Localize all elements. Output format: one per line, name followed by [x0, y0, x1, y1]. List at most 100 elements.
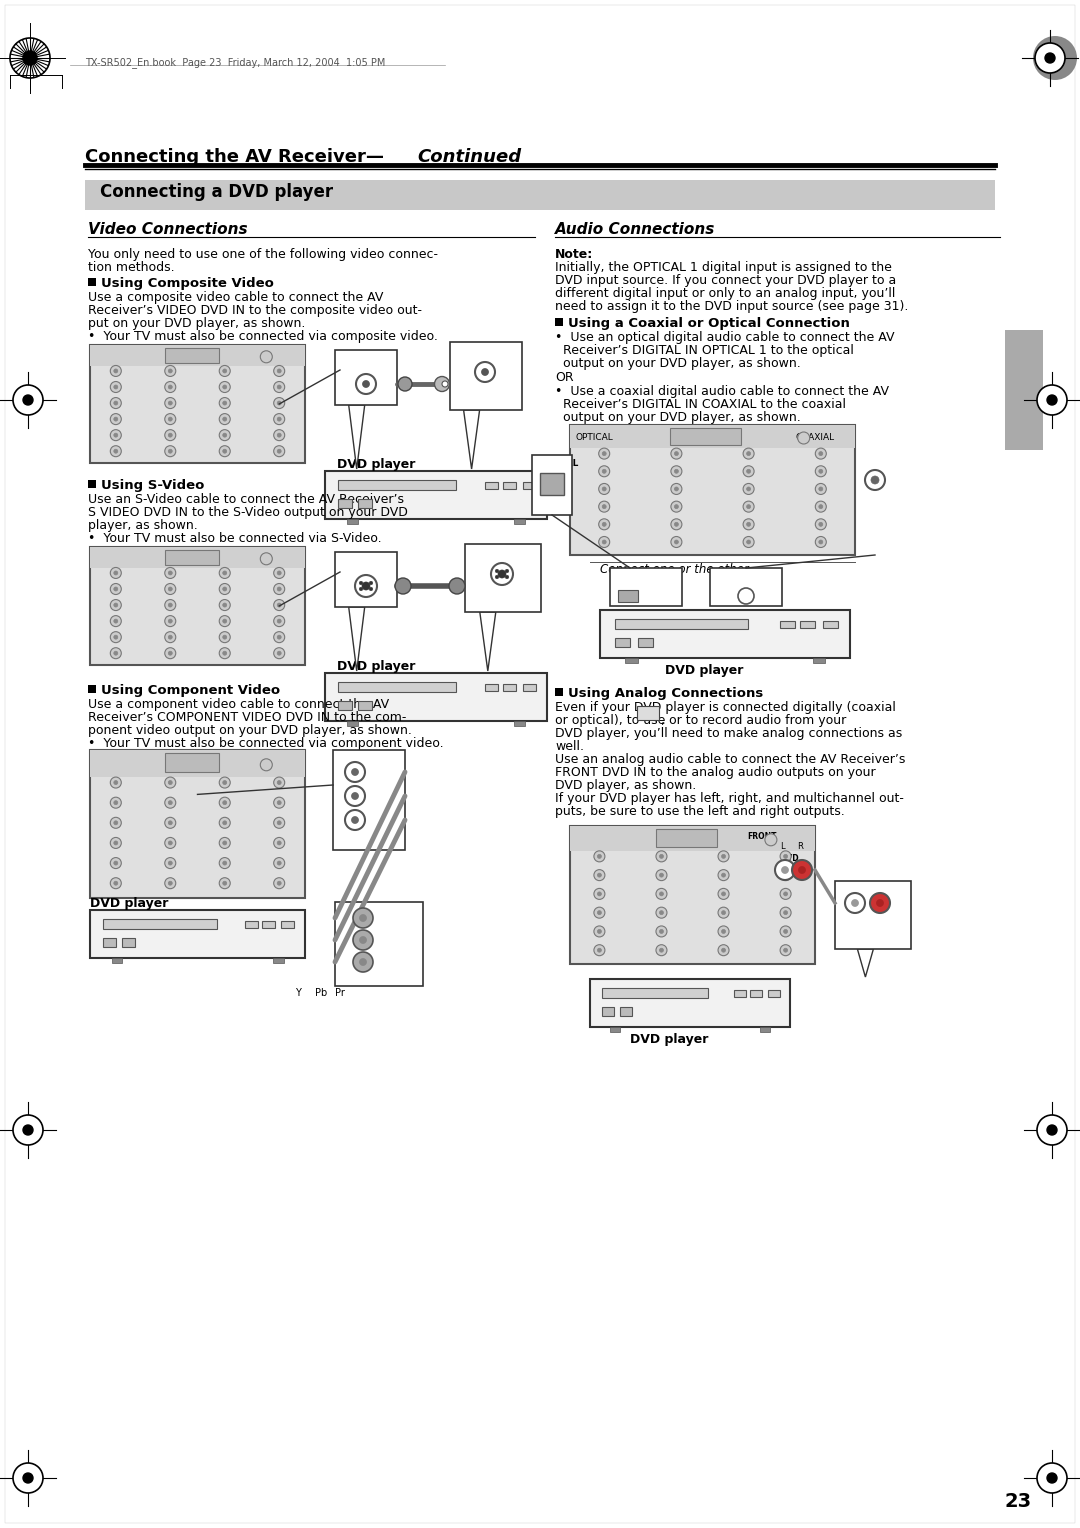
- Circle shape: [23, 396, 33, 405]
- Circle shape: [168, 619, 173, 623]
- Bar: [502, 683, 516, 691]
- Circle shape: [598, 536, 610, 547]
- Circle shape: [798, 866, 806, 874]
- Bar: [656, 830, 717, 847]
- Text: or optical), to use: or optical), to use: [555, 714, 670, 727]
- Circle shape: [671, 536, 681, 547]
- Circle shape: [219, 857, 230, 868]
- Text: DIGITAL OUT: DIGITAL OUT: [714, 573, 769, 582]
- Text: Y: Y: [372, 766, 378, 776]
- Circle shape: [496, 575, 499, 579]
- Bar: [485, 481, 498, 489]
- Circle shape: [491, 562, 513, 585]
- Circle shape: [718, 851, 729, 862]
- Bar: [165, 753, 219, 772]
- Text: DIGITAL OUT: DIGITAL OUT: [615, 573, 669, 582]
- Bar: [502, 481, 516, 489]
- Circle shape: [746, 469, 751, 474]
- Circle shape: [598, 466, 610, 477]
- Circle shape: [165, 877, 176, 889]
- Text: Even if your DVD player is connected digitally (coaxial: Even if your DVD player is connected dig…: [555, 701, 896, 714]
- Bar: [273, 958, 283, 963]
- Circle shape: [168, 821, 173, 825]
- Circle shape: [865, 471, 885, 490]
- Circle shape: [165, 817, 176, 828]
- Circle shape: [475, 362, 495, 382]
- Circle shape: [1037, 1115, 1067, 1144]
- Circle shape: [113, 385, 118, 390]
- Bar: [90, 345, 305, 463]
- Circle shape: [222, 432, 227, 437]
- Bar: [325, 672, 546, 721]
- Bar: [780, 620, 795, 628]
- Text: DVD player: DVD player: [337, 458, 416, 471]
- Bar: [338, 681, 456, 692]
- Circle shape: [784, 854, 787, 859]
- Text: Use a composite video cable to connect the AV: Use a composite video cable to connect t…: [87, 290, 383, 304]
- Bar: [514, 520, 525, 524]
- Circle shape: [845, 892, 865, 914]
- Bar: [570, 827, 815, 964]
- Circle shape: [273, 567, 285, 579]
- Circle shape: [603, 539, 606, 544]
- Circle shape: [113, 587, 118, 591]
- Circle shape: [165, 648, 176, 659]
- Circle shape: [168, 651, 173, 656]
- Bar: [347, 721, 359, 726]
- Circle shape: [222, 571, 227, 575]
- Circle shape: [718, 944, 729, 955]
- Circle shape: [273, 414, 285, 425]
- Circle shape: [273, 397, 285, 408]
- Text: Use an S-Video cable to connect the AV Receiver’s: Use an S-Video cable to connect the AV R…: [87, 494, 404, 506]
- Circle shape: [594, 888, 605, 900]
- Circle shape: [792, 860, 812, 880]
- Bar: [523, 683, 536, 691]
- Text: Using Analog Connections: Using Analog Connections: [568, 688, 764, 700]
- Bar: [90, 750, 305, 898]
- Circle shape: [113, 781, 118, 784]
- Bar: [625, 659, 637, 663]
- Bar: [768, 990, 780, 996]
- Bar: [359, 701, 372, 711]
- Circle shape: [113, 801, 118, 805]
- Circle shape: [222, 417, 227, 422]
- Circle shape: [113, 449, 118, 454]
- Bar: [812, 659, 825, 663]
- Circle shape: [355, 575, 377, 597]
- Circle shape: [219, 599, 230, 611]
- Circle shape: [674, 487, 678, 490]
- Circle shape: [597, 854, 602, 859]
- Circle shape: [110, 397, 121, 408]
- Circle shape: [113, 862, 118, 865]
- Circle shape: [168, 449, 173, 454]
- Circle shape: [819, 452, 823, 455]
- Text: DVD player: DVD player: [337, 660, 416, 672]
- Text: Using a Coaxial or Optical Connection: Using a Coaxial or Optical Connection: [568, 316, 850, 330]
- Circle shape: [780, 869, 791, 880]
- Circle shape: [746, 504, 751, 509]
- Circle shape: [222, 449, 227, 454]
- Circle shape: [273, 648, 285, 659]
- Circle shape: [278, 651, 281, 656]
- Circle shape: [13, 385, 43, 416]
- Circle shape: [278, 368, 281, 373]
- Circle shape: [660, 892, 663, 895]
- Circle shape: [110, 382, 121, 393]
- Bar: [87, 685, 96, 694]
- Text: IN: IN: [341, 365, 353, 374]
- Text: Using Component Video: Using Component Video: [102, 685, 280, 697]
- Circle shape: [260, 759, 272, 770]
- Circle shape: [660, 872, 663, 877]
- Circle shape: [110, 567, 121, 579]
- Circle shape: [168, 417, 173, 422]
- Circle shape: [110, 616, 121, 626]
- Bar: [111, 958, 122, 963]
- Text: •  Your TV must also be connected via component video.: • Your TV must also be connected via com…: [87, 736, 444, 750]
- Circle shape: [219, 567, 230, 579]
- Circle shape: [260, 351, 272, 362]
- Circle shape: [222, 619, 227, 623]
- Bar: [450, 342, 522, 410]
- Circle shape: [219, 382, 230, 393]
- Circle shape: [597, 892, 602, 895]
- Circle shape: [113, 400, 118, 405]
